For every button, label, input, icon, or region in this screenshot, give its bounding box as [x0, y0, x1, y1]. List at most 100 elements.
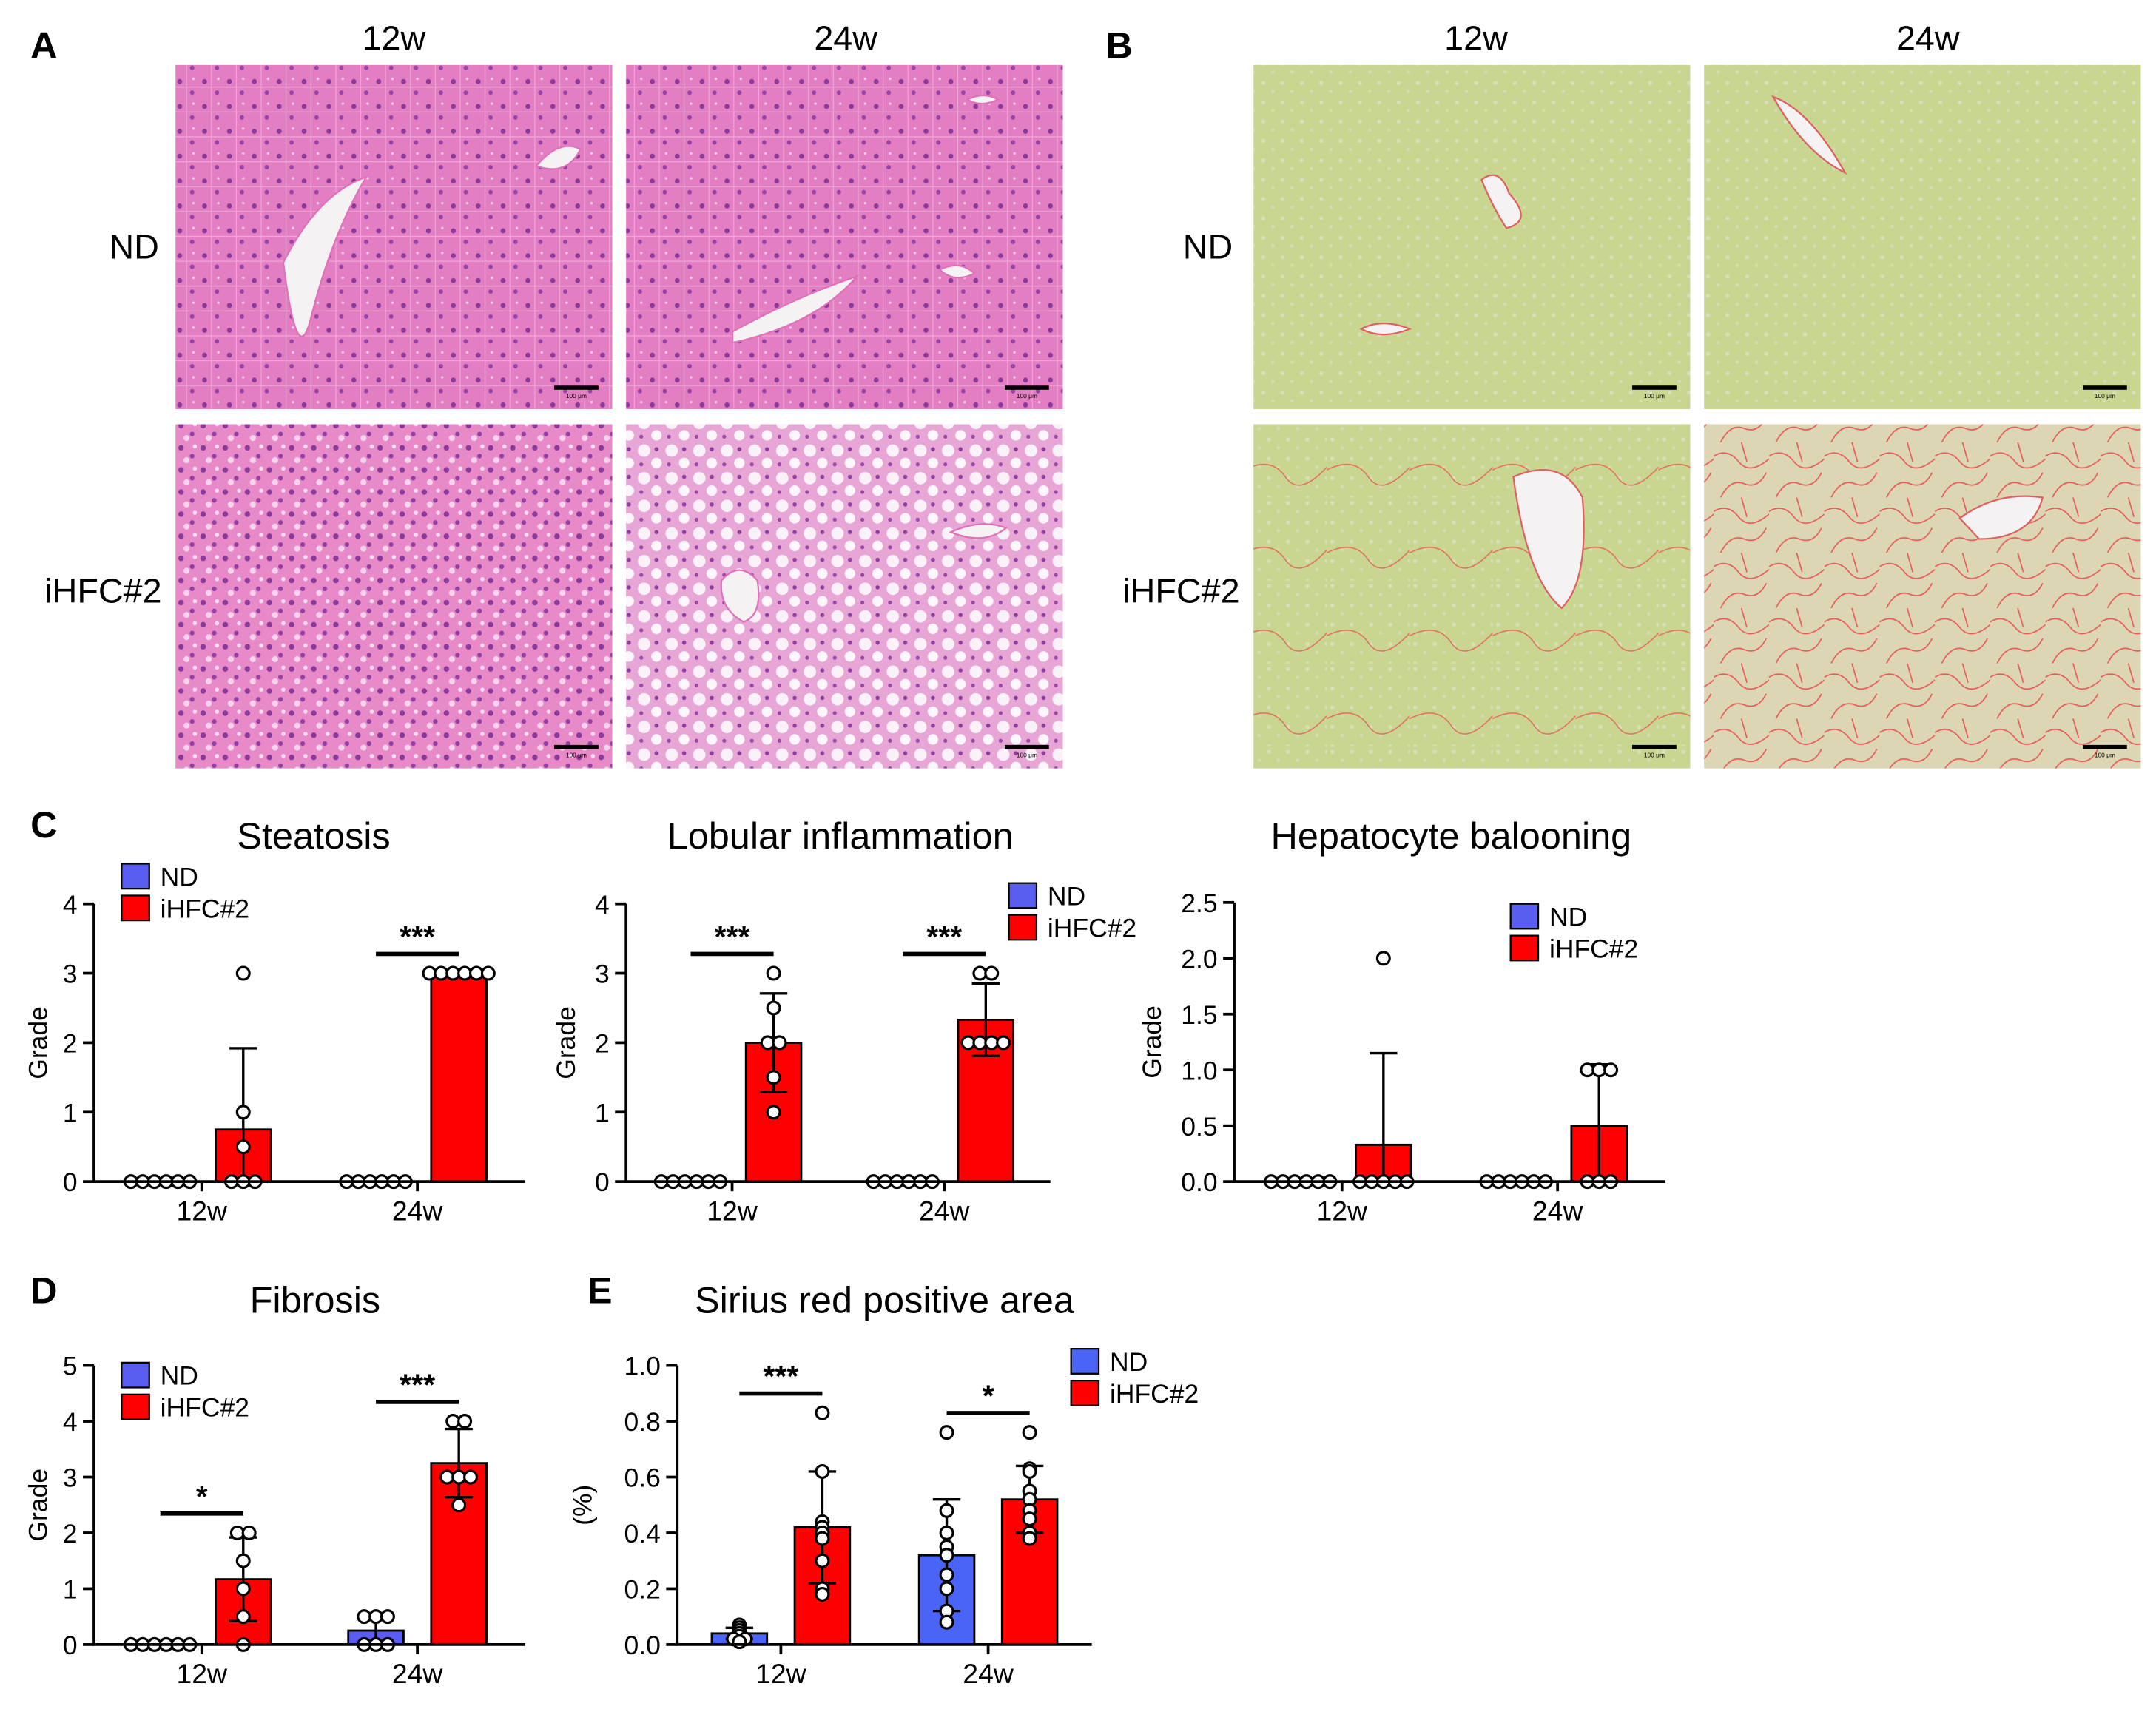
data-point	[815, 1553, 830, 1568]
y-tick-label: 2	[63, 1519, 78, 1548]
column-label: 12w	[363, 18, 426, 57]
error-bar	[1370, 1051, 1398, 1182]
x-tick-label: 24w	[392, 1195, 444, 1226]
y-tick-label: 3	[63, 960, 78, 989]
data-point	[463, 1469, 479, 1485]
legend-swatch	[1008, 914, 1038, 941]
axes	[92, 1365, 525, 1646]
legend-label: iHFC#2	[1110, 1379, 1199, 1409]
legend-label: ND	[1549, 903, 1587, 932]
data-point	[766, 1105, 781, 1120]
y-tick-label: 1.0	[624, 1352, 661, 1381]
chart-title: Lobular inflammation	[667, 815, 1014, 857]
data-point	[1591, 1062, 1607, 1078]
legend-swatch	[1070, 1380, 1100, 1406]
x-tick-label: 12w	[755, 1658, 807, 1689]
data-point	[972, 965, 988, 981]
y-tick-label: 0	[63, 1167, 78, 1197]
scale-bar	[1632, 744, 1677, 749]
chart-title: Hepatocyte balooning	[1270, 815, 1631, 857]
column-label: 24w	[1896, 18, 1960, 57]
data-point	[1022, 1531, 1037, 1546]
axes	[676, 1365, 1092, 1646]
vessel	[1359, 323, 1412, 336]
y-axis-label: Grade	[551, 1006, 581, 1079]
legend-label: iHFC#2	[161, 894, 249, 923]
y-tick-label: 0	[595, 1167, 610, 1197]
scale-bar	[1004, 744, 1049, 749]
legend-swatch	[1509, 934, 1540, 962]
x-tick-label: 12w	[1317, 1195, 1369, 1226]
significance-label: ***	[715, 920, 750, 954]
micrograph	[175, 424, 613, 769]
data-point	[815, 1531, 830, 1546]
data-point	[732, 1634, 747, 1650]
data-point	[1603, 1062, 1619, 1078]
column-label: 24w	[814, 18, 877, 57]
error-bar	[229, 1047, 257, 1182]
x-tick-label: 24w	[919, 1195, 971, 1226]
y-tick-label: 1	[63, 1098, 78, 1127]
significance-label: ***	[400, 1368, 435, 1402]
error-bar	[445, 1427, 473, 1499]
data-point	[939, 1614, 954, 1630]
data-point	[815, 1586, 830, 1602]
vessel	[938, 264, 976, 279]
data-point	[457, 1414, 473, 1429]
data-point	[939, 1525, 954, 1540]
legend-swatch	[1070, 1348, 1100, 1375]
vessel	[966, 94, 1000, 105]
legend-label: ND	[161, 1361, 198, 1391]
data-point	[1022, 1425, 1037, 1440]
vessel	[949, 523, 1008, 539]
data-point	[241, 1525, 257, 1540]
significance-label: ***	[926, 920, 962, 954]
y-tick-label: 0.6	[624, 1463, 661, 1493]
data-point	[1375, 951, 1391, 966]
data-point	[939, 1548, 954, 1563]
row-label: iHFC#2	[1122, 571, 1239, 610]
x-tick-label: 24w	[963, 1658, 1014, 1689]
scale-bar-label: 100 μm	[1017, 392, 1037, 400]
y-tick-label: 4	[595, 890, 610, 920]
significance-label: *	[196, 1479, 208, 1513]
data-point	[1022, 1463, 1037, 1479]
scale-bar-label: 100 μm	[566, 392, 587, 400]
legend-swatch	[121, 863, 150, 890]
data-point	[235, 1609, 251, 1625]
x-tick-label: 12w	[707, 1195, 758, 1226]
row-label: iHFC#2	[44, 571, 161, 610]
data-point	[972, 1035, 988, 1051]
column-label: 12w	[1444, 18, 1508, 57]
data-point	[984, 965, 1000, 981]
y-tick-label: 4	[63, 890, 78, 920]
data-point	[815, 1405, 830, 1420]
vessel	[534, 145, 582, 170]
data-point	[235, 1553, 251, 1568]
scale-bar-label: 100 μm	[566, 752, 587, 759]
data-point	[960, 1035, 976, 1051]
scale-bar	[2082, 744, 2127, 749]
y-axis-label: Grade	[24, 1006, 53, 1079]
scale-bar	[1004, 385, 1049, 390]
data-point	[939, 1581, 954, 1597]
panel-letter: C	[30, 803, 57, 846]
axes	[624, 903, 1051, 1184]
data-point	[766, 965, 781, 981]
chart: Hepatocyte balooning Grade 0.0 0.5 1.0 1.5 2.0…	[1137, 815, 1665, 1226]
vessel	[720, 569, 760, 623]
legend-swatch	[121, 1393, 150, 1420]
legend-swatch	[121, 1361, 150, 1389]
data-point	[368, 1609, 384, 1625]
data-point	[451, 1497, 467, 1513]
data-point	[996, 1035, 1011, 1051]
data-point	[235, 1139, 251, 1155]
micrograph	[626, 424, 1063, 769]
data-point	[1022, 1511, 1037, 1527]
y-tick-label: 0.5	[1181, 1112, 1217, 1142]
x-tick-label: 24w	[392, 1658, 444, 1689]
y-tick-label: 0	[63, 1631, 78, 1660]
legend-swatch	[121, 894, 150, 922]
scale-bar-label: 100 μm	[1644, 392, 1665, 400]
